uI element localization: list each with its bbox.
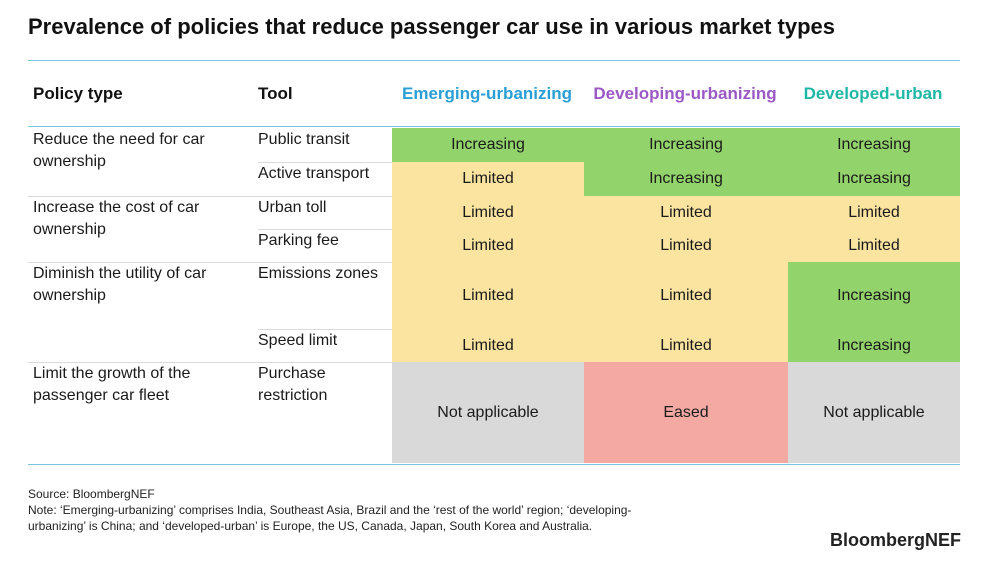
source-note: Source: BloombergNEF [28, 487, 155, 501]
status-cell: Limited [788, 196, 960, 229]
status-cell: Increasing [788, 329, 960, 362]
status-cell: Increasing [392, 128, 584, 162]
tool-label: Urban toll [258, 199, 327, 216]
status-cell: Increasing [788, 162, 960, 196]
status-cell: Not applicable [788, 362, 960, 463]
status-cell: Eased [584, 362, 788, 463]
tool-separator [258, 162, 392, 163]
header-policy-type: Policy type [33, 84, 123, 103]
policy-type-label: Increase the cost of car ownership [33, 199, 200, 238]
tool-separator [258, 329, 392, 330]
tool-label: Emissions zones [258, 265, 379, 282]
status-cell: Limited [392, 196, 584, 229]
status-cell: Increasing [584, 128, 788, 162]
header-developed-urban: Developed-urban [803, 84, 943, 103]
footnote: Note: ‘Emerging-urbanizing’ comprises In… [28, 503, 632, 533]
status-cell: Increasing [788, 128, 960, 162]
chart-title: Prevalence of policies that reduce passe… [28, 14, 836, 39]
brand-logo: BloombergNEF [830, 530, 962, 550]
header-tool: Tool [258, 84, 293, 103]
tool-label: Parking fee [258, 232, 339, 249]
header-rule [28, 126, 960, 127]
group-separator [28, 362, 392, 363]
status-cell: Increasing [788, 262, 960, 329]
policy-type-label: Reduce the need for car ownership [33, 131, 205, 170]
tool-label: Active transport [258, 165, 370, 182]
status-cell: Limited [584, 262, 788, 329]
status-cell: Limited [584, 329, 788, 362]
status-cell: Limited [584, 229, 788, 262]
tool-label: Speed limit [258, 332, 338, 349]
header-developing-urbanizing: Developing-urbanizing [593, 84, 777, 103]
policy-type-label: Diminish the utility of car ownership [33, 265, 207, 304]
status-cell: Limited [392, 329, 584, 362]
top-rule [28, 60, 960, 61]
policy-type-label: Limit the growth of the passenger car fl… [33, 365, 191, 404]
status-cell: Limited [392, 162, 584, 196]
group-separator [28, 196, 392, 197]
tool-separator [258, 229, 392, 230]
tool-label: Public transit [258, 131, 350, 148]
header-emerging-urbanizing: Emerging-urbanizing [402, 84, 572, 103]
status-cell: Limited [788, 229, 960, 262]
status-cell: Increasing [584, 162, 788, 196]
status-cell: Limited [392, 229, 584, 262]
status-cell: Limited [584, 196, 788, 229]
status-cell: Limited [392, 262, 584, 329]
status-cell: Not applicable [392, 362, 584, 463]
group-separator [28, 262, 392, 263]
tool-label: Purchase restriction [258, 365, 328, 404]
bottom-rule [28, 464, 960, 465]
